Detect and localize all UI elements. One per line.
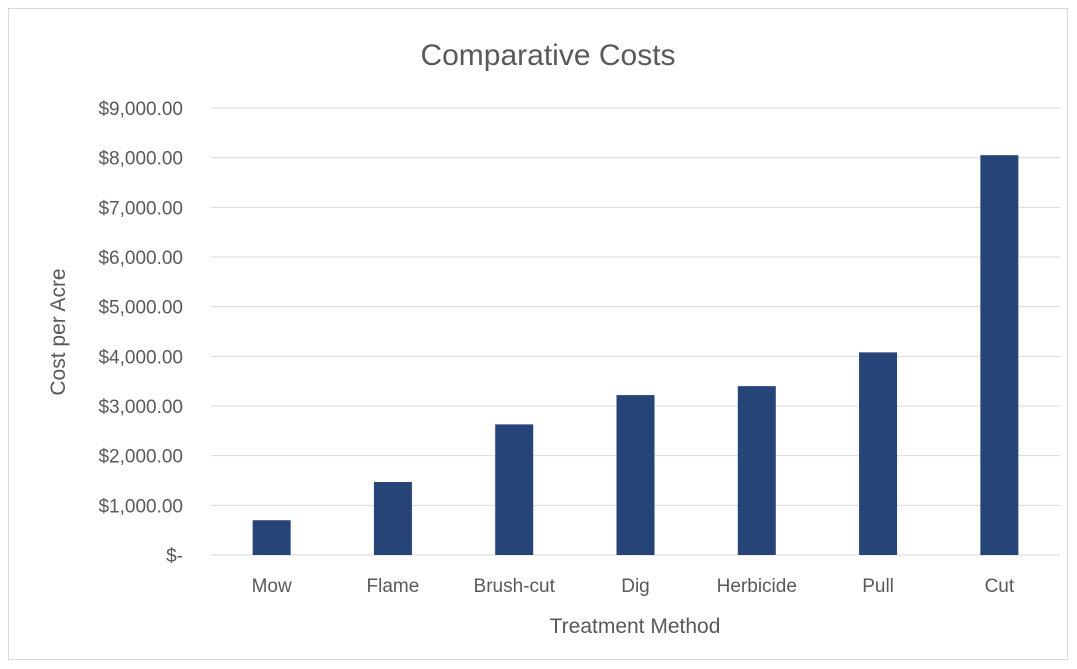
bars: [252, 155, 1019, 555]
bar-pull: [859, 352, 898, 555]
x-tick-label: Brush-cut: [474, 576, 556, 597]
y-tick-label: $3,000.00: [98, 397, 183, 418]
bar-herbicide: [737, 386, 776, 555]
y-tick-label: $7,000.00: [98, 198, 183, 219]
bar-brush-cut: [495, 424, 534, 555]
gridlines: [211, 107, 1060, 556]
y-tick-label: $-: [166, 546, 183, 567]
x-tick-label: Mow: [252, 576, 292, 597]
bar-dig: [616, 395, 655, 555]
x-tick-label: Pull: [862, 576, 894, 597]
y-axis-title: Cost per Acre: [47, 268, 70, 395]
x-axis-title: Treatment Method: [550, 615, 721, 638]
y-tick-label: $5,000.00: [98, 298, 183, 319]
bar-mow: [252, 520, 291, 555]
x-tick-labels: Mow Flame Brush-cut Dig Herbicide Pull Cut: [252, 576, 1015, 597]
y-tick-label: $9,000.00: [98, 99, 183, 120]
x-tick-label: Flame: [367, 576, 420, 597]
bar-flame: [373, 481, 412, 555]
y-tick-label: $2,000.00: [98, 447, 183, 468]
y-tick-labels: $- $1,000.00 $2,000.00 $3,000.00 $4,000.00 $5…: [98, 99, 183, 567]
y-tick-label: $1,000.00: [98, 496, 183, 517]
y-tick-label: $6,000.00: [98, 248, 183, 269]
x-tick-label: Dig: [621, 576, 650, 597]
bar-cut: [980, 155, 1019, 555]
x-tick-label: Cut: [985, 576, 1015, 597]
chart-title: Comparative Costs: [420, 39, 675, 72]
y-tick-label: $8,000.00: [98, 149, 183, 170]
y-tick-label: $4,000.00: [98, 347, 183, 368]
x-tick-label: Herbicide: [717, 576, 797, 597]
